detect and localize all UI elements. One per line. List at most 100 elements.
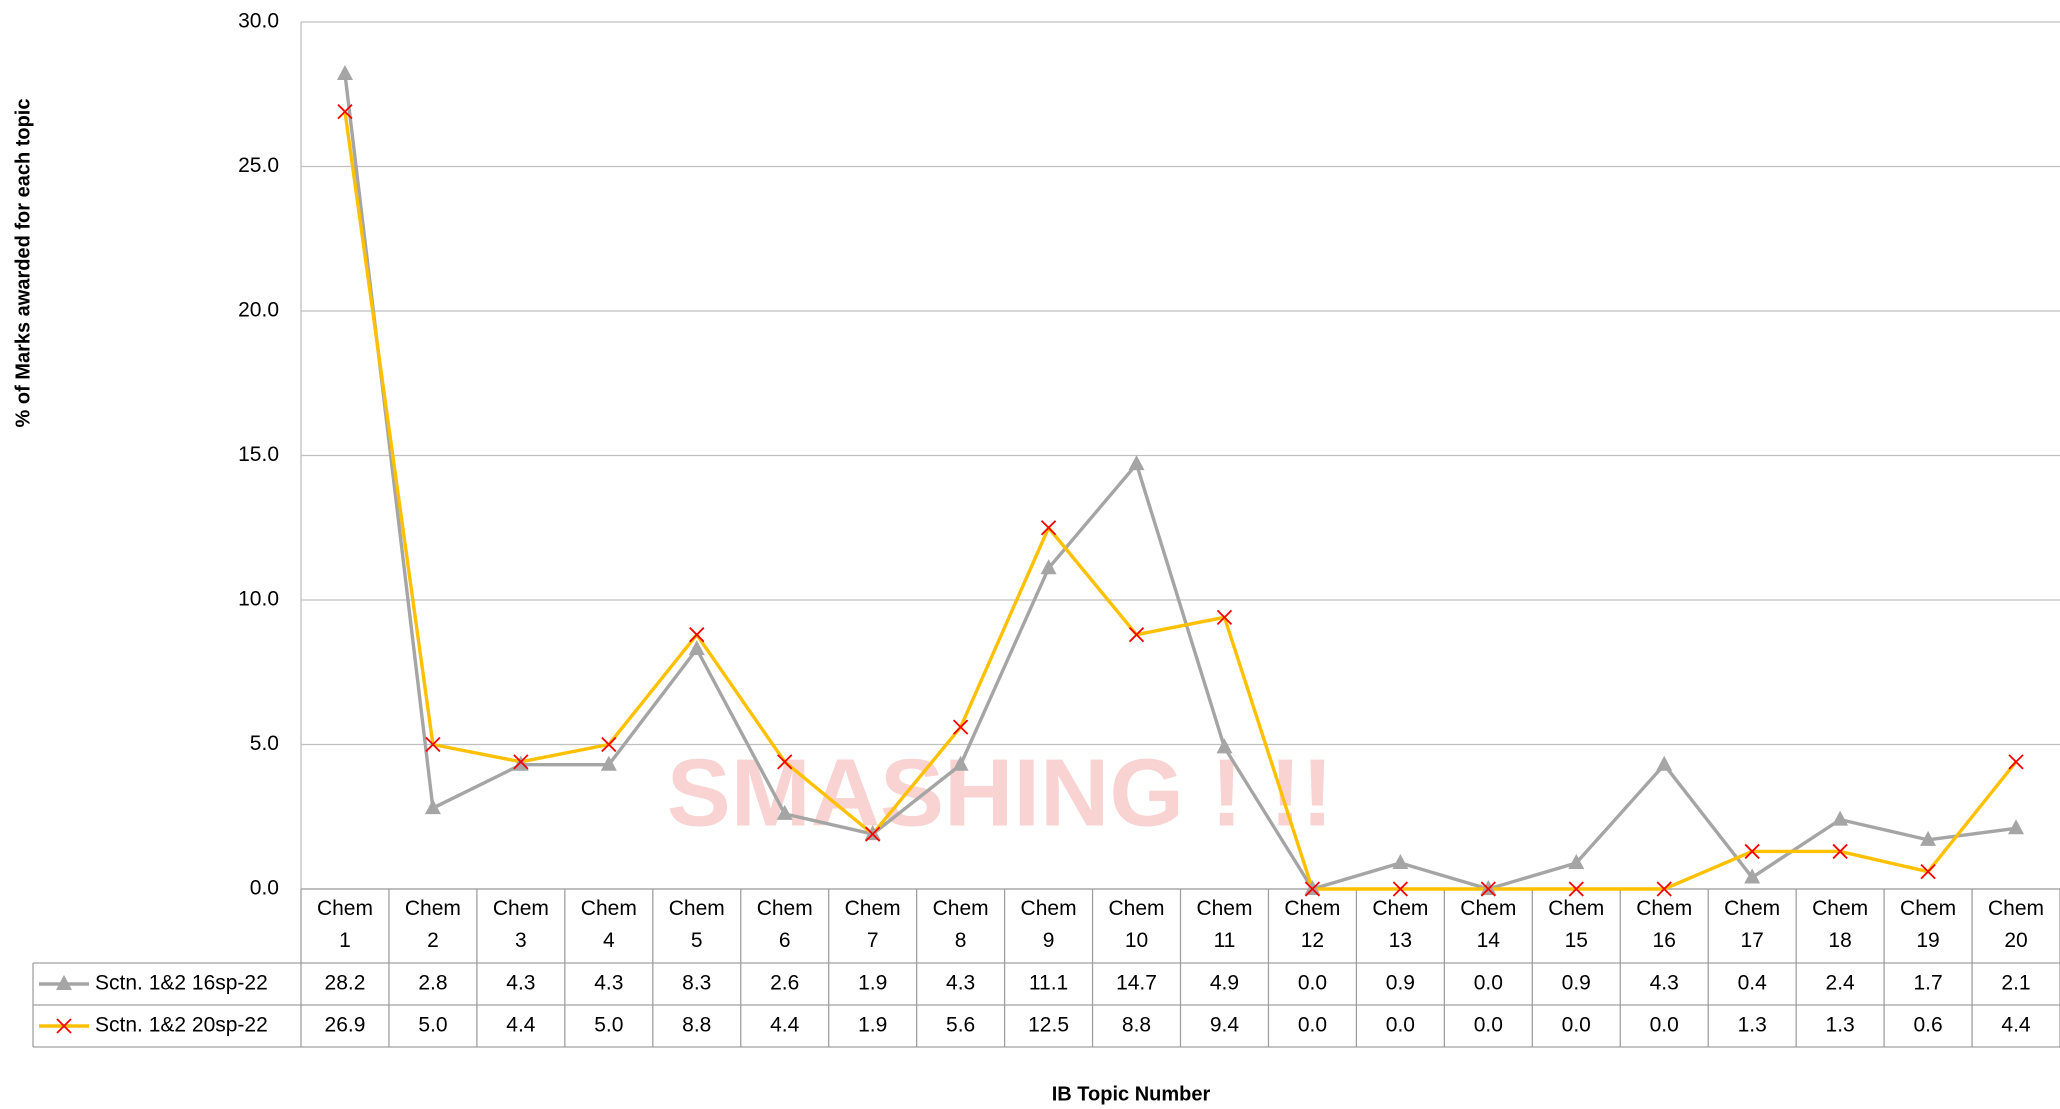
x-tick-label-box: Chem 3 — [477, 893, 565, 963]
y-tick-label: 25.0 — [238, 154, 279, 177]
data-label: 0.0 — [1474, 972, 1503, 995]
x-tick-label-box: Chem 9 — [1005, 893, 1093, 963]
x-tick-label: Chem 20 — [1981, 893, 2051, 957]
x-tick-label: Chem 17 — [1717, 893, 1787, 957]
x-tick-label: Chem 9 — [1014, 893, 1084, 957]
x-tick-label: Chem 18 — [1805, 893, 1875, 957]
x-tick-label-box: Chem 16 — [1620, 893, 1708, 963]
data-label: 2.8 — [418, 972, 447, 995]
x-tick-label: Chem 11 — [1189, 893, 1259, 957]
data-label: 1.7 — [1913, 972, 1942, 995]
data-label: 5.0 — [594, 1014, 623, 1037]
data-label: 26.9 — [325, 1014, 366, 1037]
data-label: 14.7 — [1116, 972, 1157, 995]
x-tick-label: Chem 8 — [926, 893, 996, 957]
data-label: 8.8 — [682, 1014, 711, 1037]
chart: SMASHING ! !! % of Marks awarded for eac… — [0, 0, 2060, 1109]
point — [1832, 811, 1848, 826]
data-label: 1.9 — [858, 1014, 887, 1037]
x-tick-label-box: Chem 14 — [1444, 893, 1532, 963]
y-tick-label: 15.0 — [238, 443, 279, 466]
data-label: 4.3 — [1650, 972, 1679, 995]
data-label: 1.3 — [1826, 1014, 1855, 1037]
point — [1392, 854, 1408, 869]
x-tick-label-box: Chem 1 — [301, 893, 389, 963]
data-label: 8.8 — [1122, 1014, 1151, 1037]
x-tick-label-box: Chem 11 — [1181, 893, 1269, 963]
x-tick-label-box: Chem 12 — [1268, 893, 1356, 963]
data-label: 4.4 — [506, 1014, 536, 1037]
x-tick-label: Chem 6 — [750, 893, 820, 957]
data-label: 4.9 — [1210, 972, 1239, 995]
data-label: 5.0 — [418, 1014, 447, 1037]
data-label: 11.1 — [1029, 972, 1068, 995]
data-label: 0.0 — [1386, 1014, 1415, 1037]
point — [2009, 755, 2023, 769]
x-tick-label: Chem 14 — [1453, 893, 1523, 957]
data-label: 1.9 — [858, 972, 887, 995]
x-tick-label-box: Chem 19 — [1884, 893, 1972, 963]
data-label: 9.4 — [1210, 1014, 1240, 1037]
x-tick-label-box: Chem 18 — [1796, 893, 1884, 963]
x-tick-label-box: Chem 13 — [1356, 893, 1444, 963]
data-label: 2.4 — [1826, 972, 1856, 995]
data-label: 4.3 — [506, 972, 535, 995]
data-label: 0.0 — [1298, 1014, 1327, 1037]
y-tick-label: 0.0 — [250, 877, 279, 900]
data-label: 0.0 — [1650, 1014, 1679, 1037]
point — [690, 628, 704, 642]
data-label: 28.2 — [325, 972, 366, 995]
data-label: 0.6 — [1913, 1014, 1942, 1037]
data-label: 0.9 — [1562, 972, 1591, 995]
x-tick-label-box: Chem 17 — [1708, 893, 1796, 963]
point — [1042, 521, 1056, 535]
x-tick-label-box: Chem 8 — [917, 893, 1005, 963]
x-tick-label-box: Chem 20 — [1972, 893, 2060, 963]
data-label: 0.0 — [1298, 972, 1327, 995]
x-tick-label: Chem 10 — [1102, 893, 1172, 957]
data-label: 0.0 — [1474, 1014, 1503, 1037]
data-label: 8.3 — [682, 972, 711, 995]
data-label: 4.4 — [770, 1014, 800, 1037]
x-tick-label: Chem 1 — [310, 893, 380, 957]
data-label: 0.4 — [1738, 972, 1768, 995]
data-label: 2.1 — [2001, 972, 2030, 995]
x-axis-label: IB Topic Number — [1052, 1083, 1211, 1105]
point — [1129, 455, 1145, 470]
data-label: 2.6 — [770, 972, 799, 995]
data-label: 0.0 — [1562, 1014, 1591, 1037]
x-tick-label: Chem 3 — [486, 893, 556, 957]
data-label: 4.3 — [946, 972, 975, 995]
y-axis-label: % of Marks awarded for each topic — [12, 99, 34, 428]
data-label: 4.3 — [594, 972, 623, 995]
x-tick-label: Chem 13 — [1365, 893, 1435, 957]
x-tick-label: Chem 2 — [398, 893, 468, 957]
legend-label: Sctn. 1&2 16sp-22 — [95, 972, 268, 995]
point — [2008, 819, 2024, 834]
x-tick-label-box: Chem 2 — [389, 893, 477, 963]
point — [337, 65, 353, 80]
x-tick-label-box: Chem 6 — [741, 893, 829, 963]
data-label: 0.9 — [1386, 972, 1415, 995]
x-tick-label: Chem 12 — [1277, 893, 1347, 957]
legend-label: Sctn. 1&2 20sp-22 — [95, 1014, 268, 1037]
y-tick-label: 20.0 — [238, 299, 279, 322]
x-tick-label: Chem 16 — [1629, 893, 1699, 957]
y-tick-label: 10.0 — [238, 588, 279, 611]
x-tick-label: Chem 4 — [574, 893, 644, 957]
x-tick-label-box: Chem 10 — [1093, 893, 1181, 963]
data-label: 1.3 — [1738, 1014, 1767, 1037]
point — [954, 720, 968, 734]
x-tick-label: Chem 7 — [838, 893, 908, 957]
x-tick-label: Chem 5 — [662, 893, 732, 957]
x-tick-label: Chem 15 — [1541, 893, 1611, 957]
x-tick-label: Chem 19 — [1893, 893, 1963, 957]
x-tick-label-box: Chem 7 — [829, 893, 917, 963]
data-label: 12.5 — [1028, 1014, 1069, 1037]
x-tick-label-box: Chem 4 — [565, 893, 653, 963]
watermark: SMASHING ! !! — [667, 739, 1334, 846]
point — [1656, 756, 1672, 771]
data-label: 4.4 — [2001, 1014, 2031, 1037]
y-tick-label: 30.0 — [238, 10, 279, 33]
data-label: 5.6 — [946, 1014, 975, 1037]
